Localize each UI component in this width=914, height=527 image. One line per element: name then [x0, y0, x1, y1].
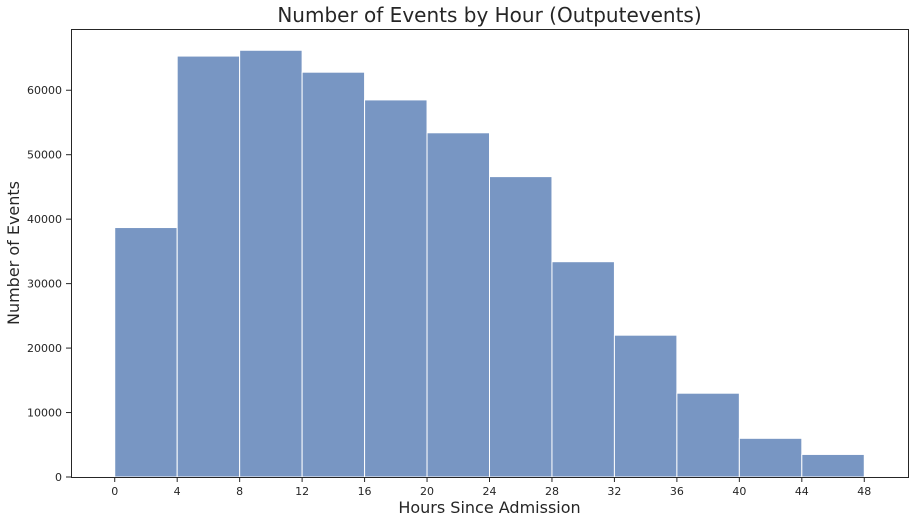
x-tick-label: 4 [174, 485, 181, 498]
x-tick-label: 24 [483, 485, 497, 498]
y-tick-label: 30000 [27, 278, 62, 291]
y-tick-label: 10000 [27, 407, 62, 420]
y-axis-label: Number of Events [4, 181, 23, 325]
x-tick-label: 12 [295, 485, 309, 498]
x-tick-label: 48 [857, 485, 871, 498]
x-tick-label: 44 [795, 485, 809, 498]
histogram-bar [114, 227, 178, 478]
x-tick-label: 40 [732, 485, 746, 498]
histogram-bar [301, 71, 366, 478]
histogram-bar [239, 49, 303, 478]
y-tick-label: 40000 [27, 213, 62, 226]
x-tick-label: 32 [607, 485, 621, 498]
y-tick-label: 0 [55, 471, 62, 484]
x-tick-label: 20 [420, 485, 434, 498]
histogram-bar [613, 334, 678, 478]
y-tick-label: 20000 [27, 342, 62, 355]
histogram-bar [426, 132, 491, 478]
y-tick-label: 50000 [27, 149, 62, 162]
histogram-bar [801, 453, 865, 478]
y-tick-label: 60000 [27, 84, 62, 97]
chart-title: Number of Events by Hour (Outputevents) [277, 3, 701, 27]
x-tick-label: 28 [545, 485, 559, 498]
x-tick-label: 16 [358, 485, 372, 498]
x-tick-label: 36 [670, 485, 684, 498]
histogram-bar [738, 437, 803, 478]
plot-frame [71, 29, 909, 478]
histogram-bar [551, 261, 615, 478]
x-tick-label: 8 [236, 485, 243, 498]
histogram-bar [676, 392, 740, 478]
histogram-bar [364, 99, 428, 478]
x-axis-label: Hours Since Admission [398, 498, 580, 517]
x-ticks-group: 0 4 8 12 16 20 24 28 32 36 40 44 48 [111, 477, 871, 498]
x-tick-label: 0 [111, 485, 118, 498]
histogram-bar [489, 176, 553, 478]
bars-group [114, 49, 865, 478]
histogram-bar [176, 55, 241, 478]
y-ticks-group: 0 10000 20000 30000 40000 50000 60000 [27, 84, 71, 484]
